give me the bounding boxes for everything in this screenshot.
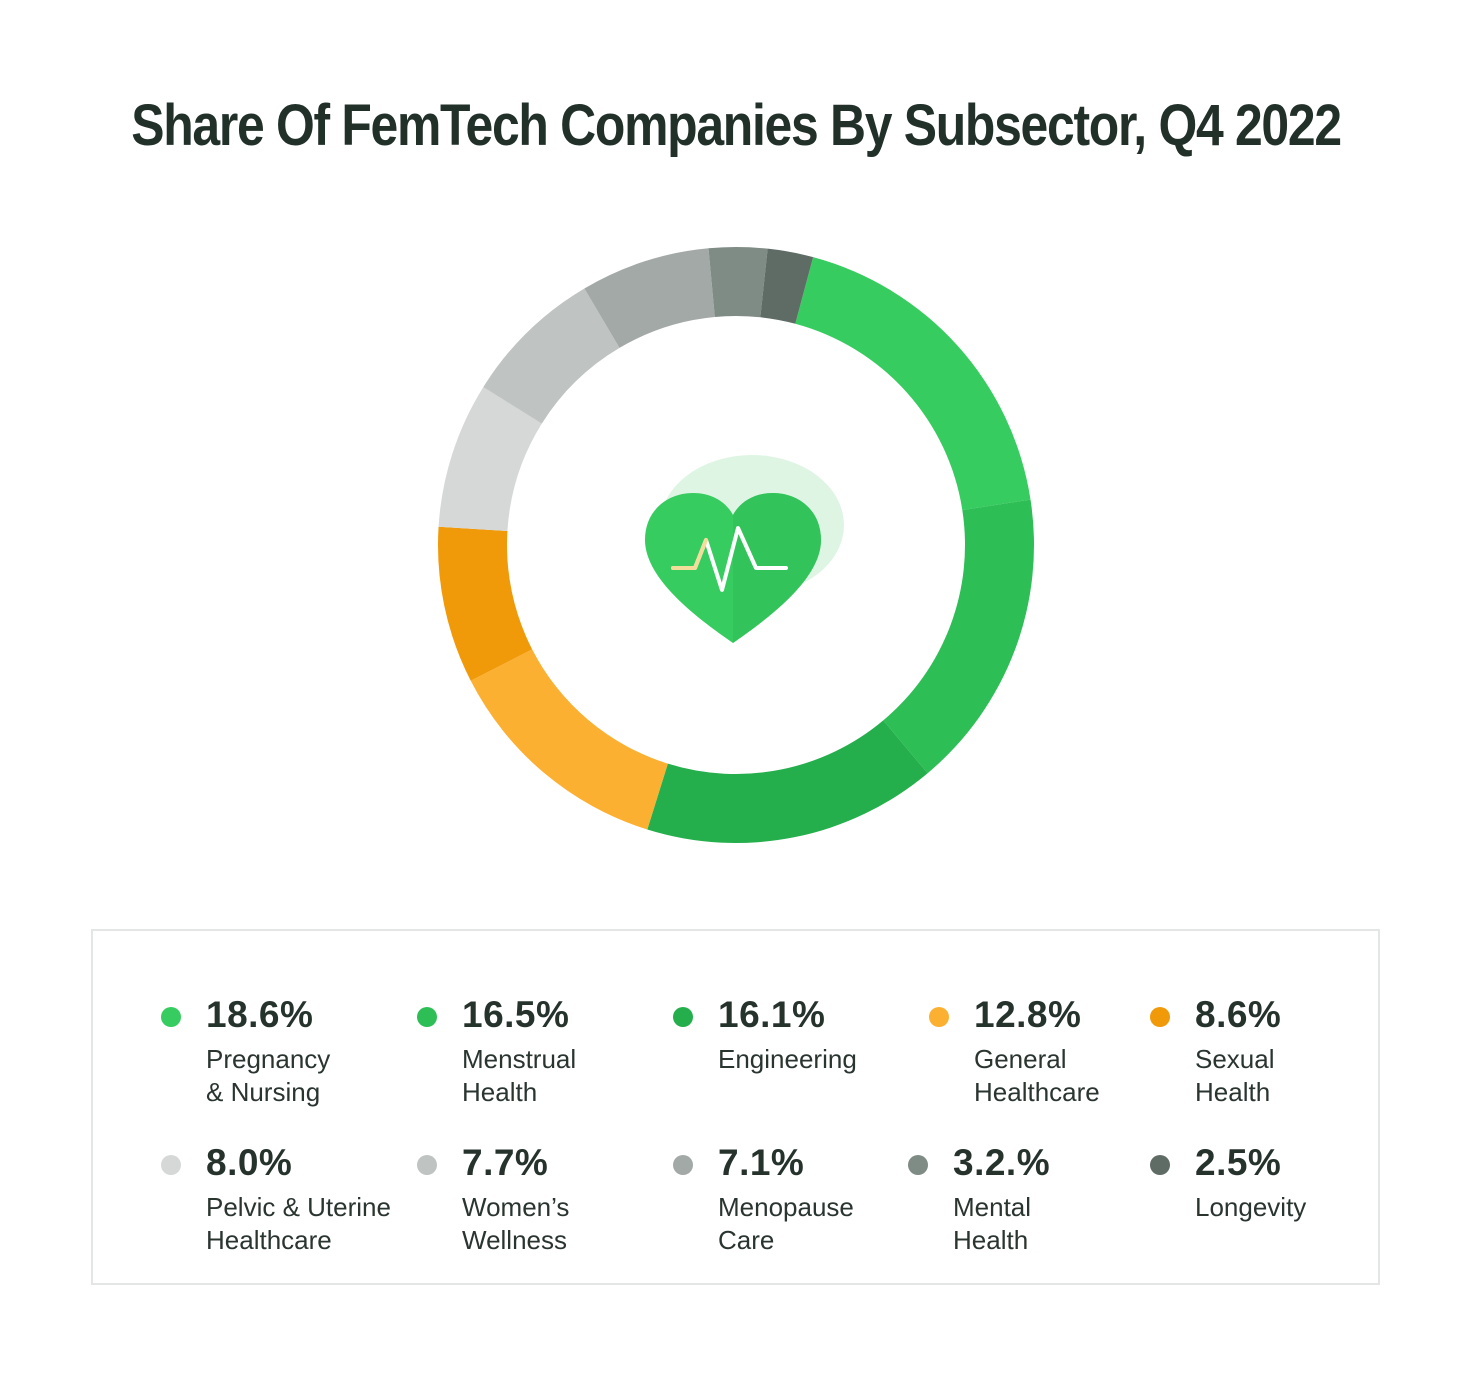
legend-label-line: Healthcare	[206, 1225, 332, 1255]
legend-label-line: Pelvic & Uterine	[206, 1192, 391, 1222]
legend-value: 16.5%	[462, 994, 570, 1035]
legend-label: Engineering	[718, 1043, 938, 1076]
legend-label-line: General	[974, 1044, 1067, 1074]
legend-label-line: Engineering	[718, 1044, 857, 1074]
legend-label-line: Health	[1195, 1077, 1271, 1107]
legend-dot	[417, 1155, 437, 1175]
legend-label-line: Pregnancy	[206, 1044, 331, 1074]
donut-segment-2	[883, 499, 1034, 774]
legend-value: 7.7%	[462, 1142, 549, 1183]
donut-segment-4	[470, 649, 668, 830]
legend-value: 2.5%	[1195, 1142, 1282, 1183]
legend-value: 8.0%	[206, 1142, 293, 1183]
donut-segment-9	[708, 247, 768, 318]
legend-value: 18.6%	[206, 994, 314, 1035]
legend-label-line: Mental	[953, 1192, 1032, 1222]
legend-label-line: Health	[462, 1077, 538, 1107]
legend-label: Sexual Health	[1195, 1043, 1415, 1109]
donut-segment-7	[483, 288, 620, 424]
donut-chart	[438, 247, 1034, 844]
donut-segment-1	[795, 257, 1031, 511]
legend-label-line: Menopause	[718, 1192, 854, 1222]
legend-label: General Healthcare	[974, 1043, 1194, 1109]
legend-label: Longevity	[1195, 1191, 1415, 1224]
legend: 18.6% Pregnancy & Nursing 16.5% Menstrual Hea…	[91, 929, 1380, 1285]
legend-value: 12.8%	[974, 994, 1082, 1035]
legend-value: 7.1%	[718, 1142, 805, 1183]
chart-title: Share Of FemTech Companies By Subsector,…	[131, 93, 1342, 158]
legend-dot	[673, 1007, 693, 1027]
legend-label-line: Longevity	[1195, 1192, 1307, 1222]
legend-dot	[161, 1007, 181, 1027]
legend-label-line: Women’s	[462, 1192, 570, 1222]
heart-pulse-icon	[645, 455, 844, 643]
donut-segment-5	[438, 526, 533, 681]
legend-label-line: Menstrual	[462, 1044, 577, 1074]
legend-dot	[161, 1155, 181, 1175]
donut-segment-10	[760, 248, 814, 324]
legend-label: Mental Health	[953, 1191, 1173, 1257]
legend-label: Menopause Care	[718, 1191, 938, 1257]
legend-label: Pelvic & Uterine Healthcare	[206, 1191, 426, 1257]
legend-label: Menstrual Health	[462, 1043, 682, 1109]
legend-dot	[908, 1155, 928, 1175]
legend-dot	[673, 1155, 693, 1175]
legend-label-line: Health	[953, 1225, 1029, 1255]
legend-dot	[929, 1007, 949, 1027]
legend-value: 8.6%	[1195, 994, 1282, 1035]
legend-label-line: Sexual	[1195, 1044, 1275, 1074]
legend-label: Women’s Wellness	[462, 1191, 682, 1257]
donut-segment-6	[438, 387, 542, 531]
legend-label-line: Wellness	[462, 1225, 568, 1255]
legend-dot	[1150, 1155, 1170, 1175]
legend-label-line: Healthcare	[974, 1077, 1100, 1107]
legend-label-line: Care	[718, 1225, 775, 1255]
donut-segment-8	[584, 248, 715, 348]
legend-dot	[1150, 1007, 1170, 1027]
legend-label: Pregnancy & Nursing	[206, 1043, 426, 1109]
donut-segments	[438, 247, 1034, 844]
legend-value: 16.1%	[718, 994, 826, 1035]
legend-value: 3.2.%	[953, 1142, 1051, 1183]
legend-label-line: & Nursing	[206, 1077, 321, 1107]
donut-segment-3	[647, 720, 928, 844]
legend-dot	[417, 1007, 437, 1027]
